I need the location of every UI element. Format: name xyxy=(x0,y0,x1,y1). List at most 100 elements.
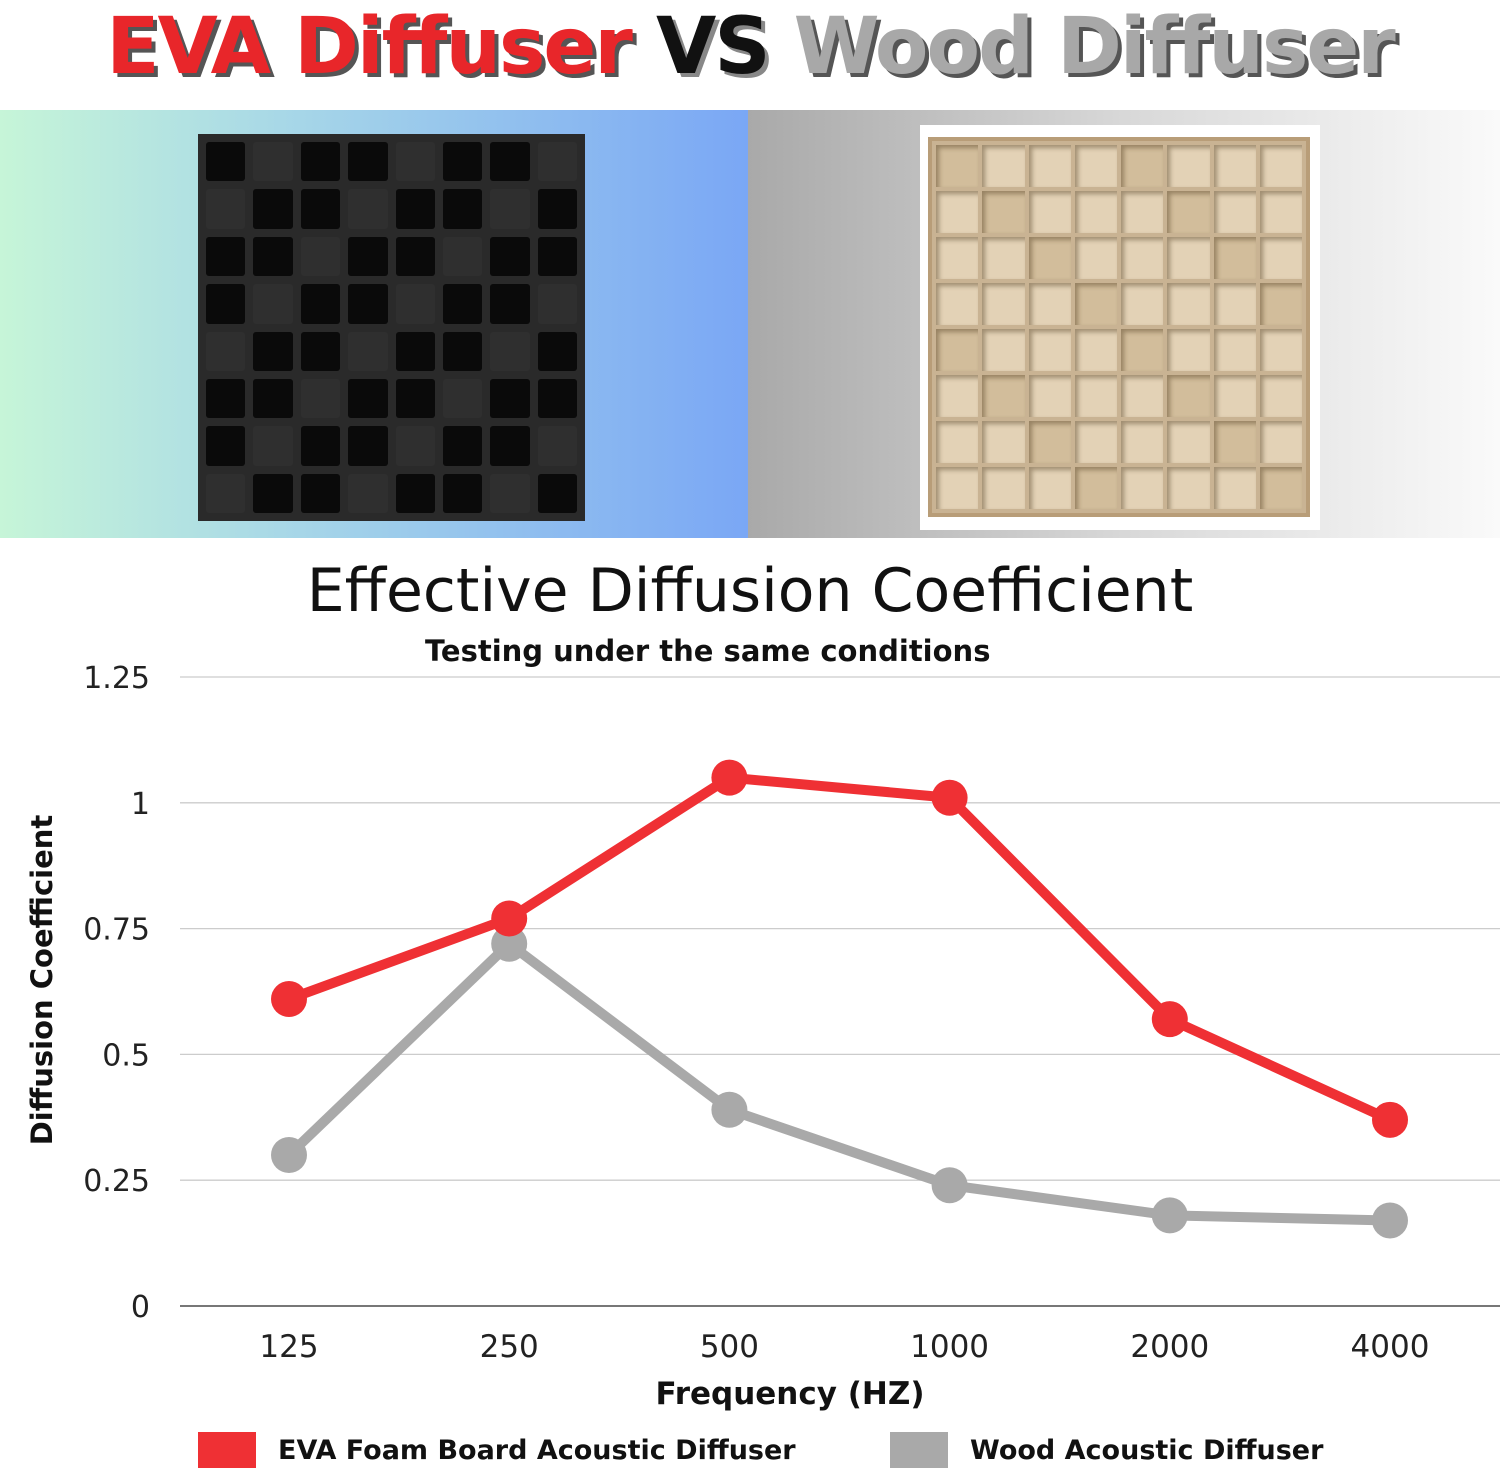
eva-cell xyxy=(348,426,388,466)
wood-cell xyxy=(1213,237,1256,279)
y-axis-label: Diffusion Coefficient xyxy=(25,815,59,1146)
wood-cell xyxy=(982,329,1025,371)
wood-cell xyxy=(1259,467,1302,509)
wood-cell xyxy=(1167,145,1210,187)
data-point xyxy=(491,925,528,962)
headline-eva: EVA Diffuser xyxy=(106,2,633,92)
eva-cell xyxy=(490,473,530,513)
wood-cell xyxy=(1074,467,1117,509)
eva-cell xyxy=(442,378,483,419)
eva-cell xyxy=(253,331,293,371)
x-axis-label: Frequency (HZ) xyxy=(656,1376,925,1412)
wood-cell xyxy=(1028,283,1071,325)
wood-cell xyxy=(1259,329,1302,371)
eva-cell xyxy=(442,189,483,229)
wood-cell xyxy=(982,145,1025,187)
eva-cell xyxy=(253,473,293,513)
legend-label-eva: EVA Foam Board Acoustic Diffuser xyxy=(278,1434,796,1466)
eva-cell xyxy=(537,426,577,466)
eva-cell xyxy=(300,378,341,419)
wood-cell xyxy=(1167,237,1210,279)
wood-cell xyxy=(1074,329,1117,371)
eva-cell xyxy=(206,378,246,419)
data-point xyxy=(1372,1202,1408,1239)
x-tick-label: 2000 xyxy=(1130,1329,1209,1365)
wood-cell xyxy=(1259,145,1302,187)
eva-cell xyxy=(537,236,577,277)
wood-cell xyxy=(1167,421,1210,463)
wood-cell xyxy=(936,145,979,187)
wood-cell xyxy=(1167,191,1210,233)
y-tick-label: 1.25 xyxy=(83,661,150,696)
eva-cell xyxy=(442,331,483,371)
wood-cell xyxy=(1213,145,1256,187)
chart-title: Effective Diffusion Coefficient xyxy=(306,556,1194,626)
wood-cell xyxy=(1121,375,1164,417)
eva-cell xyxy=(206,331,246,371)
eva-cell xyxy=(537,378,577,419)
wood-cell xyxy=(1074,421,1117,463)
eva-cell xyxy=(348,378,388,419)
legend-swatch-eva xyxy=(198,1432,256,1468)
wood-cell xyxy=(1167,329,1210,371)
eva-cell xyxy=(348,284,388,324)
wood-cell xyxy=(982,237,1025,279)
eva-cell xyxy=(395,142,435,182)
wood-cell xyxy=(1028,237,1071,279)
wood-cell xyxy=(1074,145,1117,187)
legend-label-wood: Wood Acoustic Diffuser xyxy=(970,1434,1324,1466)
wood-cell xyxy=(1121,145,1164,187)
wood-cell xyxy=(936,421,979,463)
data-point xyxy=(491,900,528,937)
wood-cell xyxy=(1028,467,1071,509)
wood-cell xyxy=(1121,237,1164,279)
wood-cell xyxy=(1213,191,1256,233)
eva-cell xyxy=(253,426,293,466)
wood-cell xyxy=(936,283,979,325)
legend-swatch-wood xyxy=(890,1432,948,1468)
eva-cell xyxy=(300,142,341,182)
headline-vs: VS xyxy=(655,2,771,92)
data-point xyxy=(271,1137,307,1174)
y-tick-label: 0.75 xyxy=(83,913,150,948)
eva-cell xyxy=(442,426,483,466)
eva-cell xyxy=(206,236,246,277)
wood-cell xyxy=(1259,191,1302,233)
data-point xyxy=(1372,1101,1408,1138)
wood-cell xyxy=(1121,283,1164,325)
wood-cell xyxy=(1259,283,1302,325)
wood-cell xyxy=(1213,421,1256,463)
eva-cell xyxy=(206,473,246,513)
eva-cell xyxy=(537,142,577,182)
eva-cell xyxy=(395,236,435,277)
wood-cell xyxy=(1259,421,1302,463)
x-tick-label: 250 xyxy=(480,1329,539,1365)
eva-cell xyxy=(395,331,435,371)
eva-cell xyxy=(253,378,293,419)
wood-cell xyxy=(936,329,979,371)
wood-cell xyxy=(1028,329,1071,371)
eva-cell xyxy=(253,236,293,277)
eva-cell xyxy=(348,331,388,371)
wood-cell xyxy=(982,191,1025,233)
eva-cell xyxy=(490,142,530,182)
wood-cell xyxy=(982,283,1025,325)
eva-cell xyxy=(490,236,530,277)
wood-cell xyxy=(1213,467,1256,509)
eva-cell xyxy=(490,284,530,324)
wood-cell xyxy=(1121,191,1164,233)
eva-cell xyxy=(395,426,435,466)
wood-cell xyxy=(936,191,979,233)
wood-cell xyxy=(1121,467,1164,509)
eva-cell xyxy=(253,142,293,182)
wood-cell xyxy=(982,467,1025,509)
data-point xyxy=(931,779,968,816)
eva-diffuser-image xyxy=(198,134,585,521)
wood-cell xyxy=(1074,191,1117,233)
wood-cell xyxy=(1213,329,1256,371)
wood-cell xyxy=(936,237,979,279)
wood-cell xyxy=(1121,421,1164,463)
eva-cell xyxy=(206,426,246,466)
eva-cell xyxy=(348,236,388,277)
